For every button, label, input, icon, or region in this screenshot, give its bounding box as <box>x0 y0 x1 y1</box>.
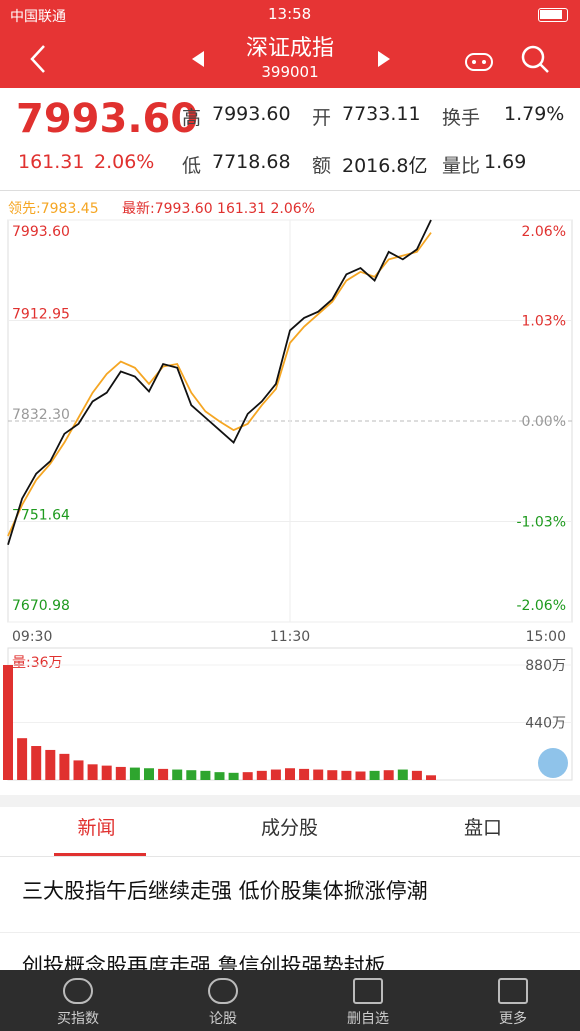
volume-bar <box>17 738 28 780</box>
x-tick-label: 15:00 <box>526 629 566 645</box>
news-item[interactable]: 三大股指午后继续走强 低价股集体掀涨停潮 <box>22 879 428 903</box>
tab[interactable]: 盘口 <box>463 817 502 839</box>
volume-bar <box>115 766 126 780</box>
volume-bar <box>228 772 239 780</box>
divider <box>0 190 580 191</box>
bottom-nav: 买指数 论股 删自选 更多 <box>0 970 580 1031</box>
volume-bar <box>186 770 197 780</box>
nav-button[interactable]: 买指数 <box>57 1011 99 1027</box>
nav-icon <box>498 978 528 1004</box>
next-button[interactable] <box>374 50 392 68</box>
carrier: 中国联通 <box>10 9 66 25</box>
volume-bar <box>327 770 338 780</box>
nav-button[interactable]: 更多 <box>499 1011 527 1027</box>
volume-bar <box>200 770 211 780</box>
volume-frame <box>7 647 573 781</box>
y-tick-label: 7670.98 <box>12 598 70 614</box>
volume-bar <box>299 768 310 780</box>
legend-latest: 最新:7993.60 161.31 2.06% <box>122 201 315 217</box>
field-value: 1.79% <box>504 103 565 125</box>
field-label: 额 <box>312 155 332 177</box>
volume-bar <box>270 769 281 780</box>
volume-bar <box>383 770 394 780</box>
field-value: 7733.11 <box>342 103 421 125</box>
field-value: 7993.60 <box>212 103 291 125</box>
y-tick-label: 7912.95 <box>12 306 70 322</box>
field-label: 低 <box>182 155 202 177</box>
price-line <box>7 232 432 537</box>
volume-tick-label: 440万 <box>525 716 566 732</box>
zoom-button[interactable] <box>538 748 568 778</box>
code: 399001 <box>261 63 319 81</box>
chart: 领先:7983.45 最新:7993.60 161.31 2.06% 7993.60… <box>3 201 573 781</box>
divider <box>0 932 580 933</box>
prev-button[interactable] <box>190 50 208 68</box>
volume-bar <box>129 767 140 780</box>
tab[interactable]: 成分股 <box>260 817 318 839</box>
volume-bar <box>355 771 366 780</box>
y2-tick-label: 2.06% <box>522 224 566 240</box>
y2-tick-label: 1.03% <box>522 314 566 330</box>
field-label: 换手 <box>442 107 481 129</box>
field-label: 量比 <box>442 155 481 177</box>
volume-bar <box>426 775 436 780</box>
nav-button[interactable]: 论股 <box>209 1011 237 1027</box>
field-value: 2016.8亿 <box>342 155 428 177</box>
volume-tick-label: 880万 <box>525 658 566 674</box>
battery <box>538 8 568 22</box>
volume-label: 量:36万 <box>12 655 63 671</box>
field-value: 1.69 <box>484 151 527 173</box>
nav-icon <box>208 978 238 1004</box>
change: 161.31 <box>18 151 85 173</box>
y-tick-label: 7993.60 <box>12 224 70 240</box>
volume-bar <box>59 753 70 780</box>
title: 深证成指 <box>245 36 334 61</box>
volume-bar <box>31 746 42 780</box>
tab-indicator <box>54 853 146 856</box>
volume-bar <box>397 769 408 780</box>
volume-bar <box>3 665 13 780</box>
price: 7993.60 <box>16 96 199 142</box>
top-bar: 中国联通 13:58 深证成指 399001 <box>0 0 580 88</box>
percent: 2.06% <box>94 151 155 173</box>
search-button[interactable] <box>520 44 552 76</box>
volume-bar <box>73 760 84 780</box>
legend-lead: 领先:7983.45 <box>8 201 99 217</box>
volume-bar <box>144 768 154 780</box>
volume-bar <box>242 772 253 780</box>
volume-bar <box>158 768 169 780</box>
field-value: 7718.68 <box>212 151 291 173</box>
y-tick-label: 7751.64 <box>12 507 70 523</box>
volume-bar <box>411 770 422 780</box>
field-label: 高 <box>182 107 202 129</box>
x-tick-label: 11:30 <box>270 629 310 645</box>
volume-bar <box>341 770 352 780</box>
volume-bar <box>101 765 112 780</box>
clock: 13:58 <box>268 5 312 23</box>
field-label: 开 <box>312 107 332 129</box>
volume-bar <box>214 772 225 780</box>
volume-bar <box>313 769 324 780</box>
y2-tick-label: -1.03% <box>516 515 566 531</box>
y-tick-label: 7832.30 <box>12 407 70 423</box>
y2-tick-label: -2.06% <box>516 598 566 614</box>
nav-icon <box>353 978 383 1004</box>
volume-bar <box>45 749 56 780</box>
nav-button[interactable]: 删自选 <box>347 1011 389 1027</box>
price-line <box>7 219 432 545</box>
x-tick-label: 09:30 <box>12 629 52 645</box>
nav-icon <box>63 978 93 1004</box>
robot-button[interactable] <box>462 44 496 74</box>
volume-bar <box>256 770 267 780</box>
divider <box>0 856 580 857</box>
divider <box>0 795 580 807</box>
y2-tick-label: 0.00% <box>522 414 566 430</box>
volume-bar <box>285 768 295 780</box>
volume-bar <box>87 764 98 780</box>
volume-bar <box>172 769 183 780</box>
back-button[interactable] <box>26 44 50 74</box>
volume-bar <box>369 770 380 780</box>
tab[interactable]: 新闻 <box>77 817 116 839</box>
